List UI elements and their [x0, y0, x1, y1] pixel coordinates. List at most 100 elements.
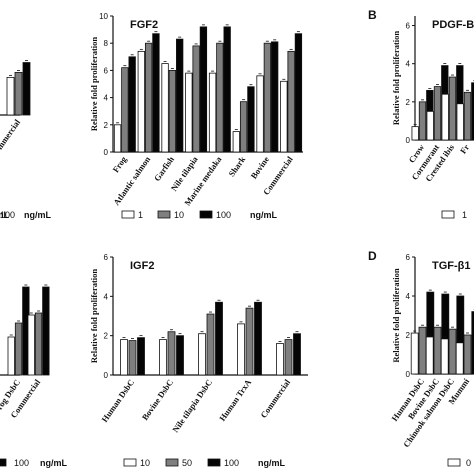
igf2_main-xtick-label: Commercial — [258, 377, 292, 420]
pdgf-bar-2-s2 — [433, 86, 442, 141]
pdgf-legend-swatch — [441, 210, 455, 219]
igf2-left-legend-unit: ng/mL — [40, 458, 67, 468]
tgf-bar-2-s1 — [425, 336, 434, 375]
fgf2_main-bar-8-s2 — [287, 50, 295, 153]
igf2-legend-swatch — [165, 458, 179, 467]
fgf2_main-bar-4-s1 — [185, 72, 193, 153]
fgf2_main-bar-7-s2 — [263, 42, 272, 153]
tgf-bar-2-s2 — [433, 326, 442, 375]
fgf2_main-bar-2-s2 — [144, 42, 153, 153]
fgf2_main-bar-4-s2 — [192, 45, 200, 153]
igf2_main-xtick-label: Human DsbC — [99, 377, 136, 424]
tgf-legend-swatch — [447, 458, 461, 467]
pdgf-bar-1-s2 — [418, 101, 427, 141]
igf2_main-title: IGF2 — [130, 260, 154, 272]
fgf2-left-legend-unit: ng/mL — [0, 210, 9, 220]
tgf-ytick-label: 2 — [406, 331, 411, 340]
igf2_main-bar-1-s1 — [120, 339, 128, 376]
pdgf-bar-3-s1 — [441, 93, 449, 141]
fgf2_main-bar-5-s3 — [223, 26, 231, 153]
fgf2-legend-swatch — [199, 210, 213, 219]
fgf2_main-bar-2-s1 — [137, 50, 145, 153]
pdgf-ytick-label: 0 — [406, 136, 411, 145]
igf2-legend-swatch — [123, 458, 137, 467]
fgf2_main-ytick-label: 10 — [99, 12, 108, 21]
tgf-bar-4-s1 — [455, 342, 464, 375]
igf2-legend-label: 10 — [140, 458, 150, 468]
fgf2_main-ylabel: Relative fold proliferation — [89, 37, 99, 132]
fgf2_main-bar-8-s1 — [280, 80, 288, 153]
pdgf-title: PDGF-BB — [432, 19, 474, 31]
igf2_main-bar-1-s3 — [137, 337, 145, 376]
igf2_main-bar-2-s3 — [176, 335, 184, 376]
igf2_main-bar-3-s1 — [198, 333, 206, 376]
igf2_left_partial-bar-1-s2 — [14, 322, 23, 376]
fgf2_main-ytick-label: 6 — [104, 66, 109, 75]
tgf-legend-label: 0 — [466, 458, 471, 468]
tgf-bar-3-s2 — [448, 328, 457, 375]
fgf2_main-xtick-label: Garfish — [152, 154, 176, 183]
fgf2_main-xtick-label: Shark — [226, 154, 247, 178]
pdgf-panel-letter: B — [368, 8, 377, 22]
fgf2-legend-label: 10 — [174, 210, 184, 220]
fgf2_main-bar-3-s2 — [168, 70, 177, 153]
tgf-bar-1-s1 — [410, 332, 419, 375]
pdgf-ytick-label: 4 — [406, 60, 411, 69]
igf2_main-bar-1-s2 — [128, 340, 137, 376]
fgf2_main-ytick-label: 8 — [104, 39, 109, 48]
igf2_main-bar-4-s1 — [237, 323, 245, 376]
fgf2_main-bar-1-s2 — [121, 67, 129, 153]
pdgf-ylabel: Relative fold proliferation — [391, 31, 401, 126]
igf2_main-bar-4-s3 — [254, 301, 262, 376]
tgf-bar-4-s3 — [471, 311, 474, 375]
igf2_main-ytick-label: 0 — [104, 371, 109, 380]
fgf2-legend-swatch — [157, 210, 171, 219]
igf2_main-xtick-label: Nile tilapia DsbC — [170, 377, 214, 434]
pdgf-ytick-label: 6 — [406, 22, 411, 31]
pdgf-bar-3-s2 — [448, 76, 457, 141]
fgf2-legend-swatch — [121, 210, 135, 219]
fgf2_left_partial-bar-2-s2 — [14, 72, 23, 116]
pdgf-ytick-label: 2 — [406, 98, 411, 107]
fgf2_main-ytick-label: 4 — [104, 94, 109, 103]
fgf2_main-bar-6-s2 — [239, 101, 248, 153]
igf2-legend-label: 100 — [224, 458, 239, 468]
pdgf-bar-4-s2 — [463, 91, 472, 141]
fgf2_main-bar-1-s1 — [113, 124, 122, 153]
igf2_left_partial-bar-2-s2 — [34, 312, 43, 376]
fgf2_left_partial-bar-2-s1 — [6, 76, 15, 116]
fgf2_main-bar-5-s2 — [216, 42, 224, 153]
fgf2_left_partial-xtick-label: Commercial — [0, 117, 23, 160]
igf2_left_partial-bar-1-s1 — [7, 336, 15, 376]
igf2-legend-label: 50 — [182, 458, 192, 468]
igf2_main-ylabel: Relative fold proliferation — [89, 269, 99, 364]
igf2_main-bar-2-s2 — [167, 331, 176, 376]
igf2_main-bar-3-s3 — [215, 301, 223, 376]
igf2_main-xtick-label: Human TrxA — [217, 377, 254, 423]
tgf-ylabel: Relative fold proliferation — [391, 268, 401, 363]
igf2_main-ytick-label: 2 — [104, 332, 109, 341]
tgf-title: TGF-β1 — [432, 260, 471, 272]
fgf2_left_partial-bar-2-s3 — [22, 62, 31, 116]
fgf2-legend-label: 100 — [216, 210, 231, 220]
igf2_main-bar-3-s2 — [206, 313, 215, 376]
fgf2_main-bar-7-s3 — [271, 41, 279, 153]
fgf2_main-bar-3-s3 — [176, 38, 184, 153]
tgf-ytick-label: 4 — [406, 292, 411, 301]
pdgf-bar-4-s1 — [456, 103, 464, 141]
igf2_left_partial-bar-2-s1 — [27, 314, 35, 376]
igf2_main-bar-5-s2 — [284, 339, 293, 376]
igf2_left_partial-bar-2-s3 — [42, 286, 50, 376]
igf2-left-legend-swatch — [0, 458, 7, 467]
pdgf-bar-4-s3 — [471, 82, 474, 141]
pdgf-bar-1-s1 — [411, 126, 419, 141]
pdgf-xtick-label: Fr — [458, 142, 471, 155]
tgf-panel-letter: D — [368, 249, 377, 263]
tgf-bar-4-s2 — [463, 334, 472, 375]
igf2-legend-unit: ng/mL — [258, 458, 285, 468]
pdgf-legend-label: 1 — [462, 210, 467, 220]
fgf2_main-bar-6-s3 — [247, 86, 255, 153]
igf2_main-bar-5-s1 — [276, 343, 284, 376]
